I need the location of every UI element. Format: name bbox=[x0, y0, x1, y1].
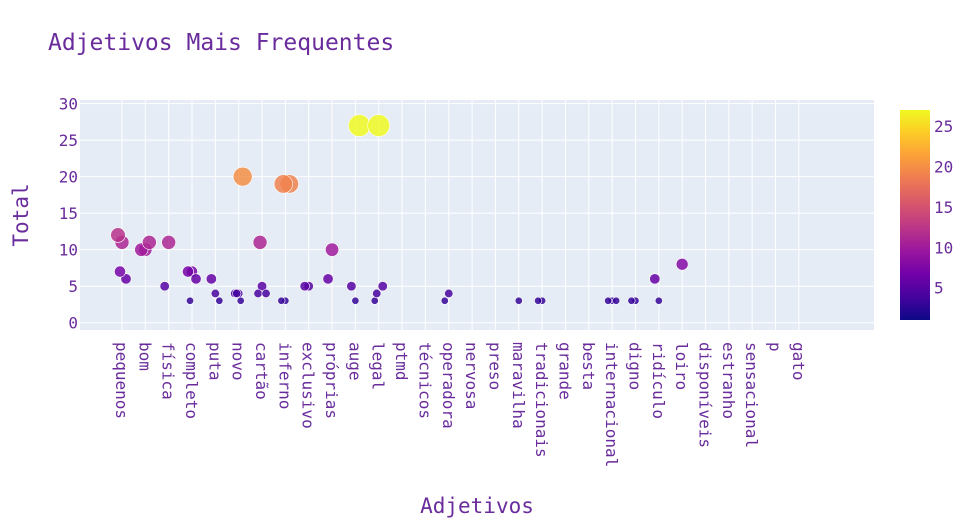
x-tick-label: tradicionais bbox=[532, 342, 551, 458]
x-tick-label: pequenos bbox=[112, 342, 131, 419]
x-tick-label: física bbox=[159, 342, 178, 400]
x-tick-label: maravilha bbox=[509, 342, 528, 429]
data-point bbox=[277, 296, 286, 305]
data-point bbox=[142, 235, 157, 250]
colorbar-tick-label: 10 bbox=[934, 238, 953, 257]
y-tick-label: 20 bbox=[59, 168, 78, 187]
data-point bbox=[110, 227, 126, 243]
x-tick-label: besta bbox=[579, 342, 598, 390]
data-point bbox=[215, 296, 224, 305]
data-point bbox=[159, 281, 170, 292]
data-point bbox=[252, 235, 268, 250]
data-point bbox=[649, 273, 661, 285]
x-tick-label: nervosa bbox=[462, 342, 481, 409]
x-tick-label: p bbox=[766, 342, 785, 352]
data-point bbox=[444, 288, 454, 299]
y-tick-label: 0 bbox=[68, 314, 78, 333]
x-tick-label: ptmd bbox=[392, 342, 411, 381]
data-point bbox=[377, 281, 388, 292]
data-point bbox=[186, 296, 194, 305]
x-tick-label: disponíveis bbox=[696, 342, 715, 448]
data-point bbox=[232, 166, 253, 187]
data-point bbox=[654, 296, 663, 305]
data-point bbox=[372, 288, 382, 299]
data-point bbox=[534, 296, 543, 305]
data-point bbox=[182, 265, 194, 278]
colorbar-ticks: 5 10 15 20 25 bbox=[934, 117, 953, 298]
y-tick-label: 15 bbox=[59, 204, 78, 223]
x-tick-label: loiro bbox=[672, 342, 691, 390]
y-axis-ticks: 0 5 10 15 20 25 30 bbox=[59, 95, 78, 333]
x-tick-label: ridículo bbox=[649, 342, 668, 419]
colorbar-tick-label: 25 bbox=[934, 117, 953, 136]
data-point bbox=[236, 296, 245, 305]
x-tick-label: completo bbox=[182, 342, 201, 419]
data-point bbox=[261, 288, 271, 299]
data-point bbox=[604, 296, 613, 305]
data-point bbox=[205, 273, 217, 285]
data-point bbox=[322, 273, 334, 285]
data-point bbox=[346, 281, 357, 292]
data-point bbox=[161, 235, 176, 250]
data-point bbox=[440, 296, 449, 305]
y-axis-title: Total bbox=[9, 183, 33, 246]
data-point bbox=[612, 296, 621, 305]
data-point bbox=[273, 174, 293, 194]
data-point bbox=[299, 281, 310, 292]
data-point bbox=[210, 288, 220, 299]
x-tick-label: próprias bbox=[322, 342, 341, 419]
x-tick-label: internacional bbox=[602, 342, 621, 467]
x-tick-label: gato bbox=[789, 342, 808, 381]
x-tick-label: exclusivo bbox=[299, 342, 318, 429]
colorbar bbox=[900, 110, 930, 320]
colorbar-tick-label: 20 bbox=[934, 158, 953, 177]
y-tick-label: 10 bbox=[59, 241, 78, 260]
data-point bbox=[514, 296, 523, 305]
x-tick-label: inferno bbox=[275, 342, 294, 409]
chart-title: Adjetivos Mais Frequentes bbox=[48, 30, 394, 56]
data-point bbox=[367, 114, 391, 137]
x-tick-label: novo bbox=[229, 342, 248, 381]
x-tick-label: auge bbox=[345, 342, 364, 381]
data-point bbox=[114, 265, 126, 278]
plot-background bbox=[80, 100, 874, 330]
colorbar-tick-label: 15 bbox=[934, 198, 953, 217]
x-axis-title: Adjetivos bbox=[420, 494, 534, 518]
data-point bbox=[232, 288, 242, 299]
data-point bbox=[325, 242, 340, 257]
y-tick-label: 25 bbox=[59, 131, 78, 150]
x-axis-ticks: pequenos bom física completo puta novo cartão i… bbox=[112, 342, 808, 467]
data-point bbox=[348, 114, 371, 137]
x-tick-label: sensacional bbox=[742, 342, 761, 448]
x-tick-label: operadora bbox=[439, 342, 458, 429]
data-point bbox=[675, 257, 689, 271]
x-tick-label: técnicos bbox=[415, 342, 434, 419]
y-tick-label: 5 bbox=[68, 277, 78, 296]
x-tick-label: estranho bbox=[719, 342, 738, 419]
colorbar-tick-label: 5 bbox=[934, 279, 944, 298]
data-point bbox=[370, 296, 379, 305]
y-tick-label: 30 bbox=[59, 95, 78, 114]
x-tick-label: digno bbox=[625, 342, 644, 390]
data-point bbox=[257, 281, 268, 292]
x-tick-label: puta bbox=[205, 342, 224, 381]
x-tick-label: bom bbox=[135, 342, 154, 371]
data-point bbox=[351, 296, 360, 305]
x-tick-label: legal bbox=[369, 342, 388, 390]
x-tick-label: preso bbox=[485, 342, 504, 390]
data-point bbox=[253, 288, 263, 299]
x-tick-label: cartão bbox=[252, 342, 271, 400]
x-tick-label: grande bbox=[555, 342, 574, 400]
data-points bbox=[110, 114, 689, 305]
data-point bbox=[627, 296, 636, 305]
data-point bbox=[190, 273, 202, 285]
